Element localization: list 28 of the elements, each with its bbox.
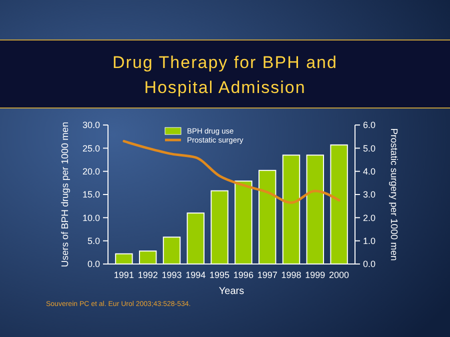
y2-tick-label: 2.0 <box>363 212 376 223</box>
y-tick-label: 5.0 <box>87 236 100 246</box>
x-tick-label: 1995 <box>210 270 230 280</box>
y-tick-label: 15.0 <box>82 190 100 200</box>
y2-axis-title: Prostatic surgery per 1000 men <box>388 128 399 261</box>
y-axis-title: Users of BPH drugs per 1000 men <box>60 122 71 268</box>
x-tick-label: 1996 <box>233 270 254 280</box>
x-tick-label: 1999 <box>305 270 326 280</box>
x-tick-label: 1991 <box>114 270 134 280</box>
x-tick-label: 1994 <box>186 270 206 280</box>
y-tick-label: 0.0 <box>87 259 100 270</box>
x-tick-label: 2000 <box>329 270 350 280</box>
y2-tick-label: 6.0 <box>363 120 376 130</box>
y-tick-label: 10.0 <box>82 212 100 223</box>
y2-tick-label: 4.0 <box>363 166 376 176</box>
y2-tick-label: 0.0 <box>363 259 376 270</box>
x-tick-label: 1997 <box>257 270 278 280</box>
chart-title: Drug Therapy for BPH and Hospital Admission <box>112 53 338 97</box>
x-axis-title: Years <box>218 286 244 297</box>
y-tick-label: 30.0 <box>82 120 100 130</box>
y-tick-label: 25.0 <box>82 143 100 154</box>
y2-tick-label: 1.0 <box>363 236 376 246</box>
y-tick-label: 20.0 <box>82 166 100 176</box>
x-tick-label: 1998 <box>281 270 302 280</box>
y2-tick-label: 5.0 <box>363 143 376 154</box>
x-tick-label: 1992 <box>138 270 158 280</box>
y2-tick-label: 3.0 <box>363 190 376 200</box>
x-tick-label: 1993 <box>162 270 182 280</box>
